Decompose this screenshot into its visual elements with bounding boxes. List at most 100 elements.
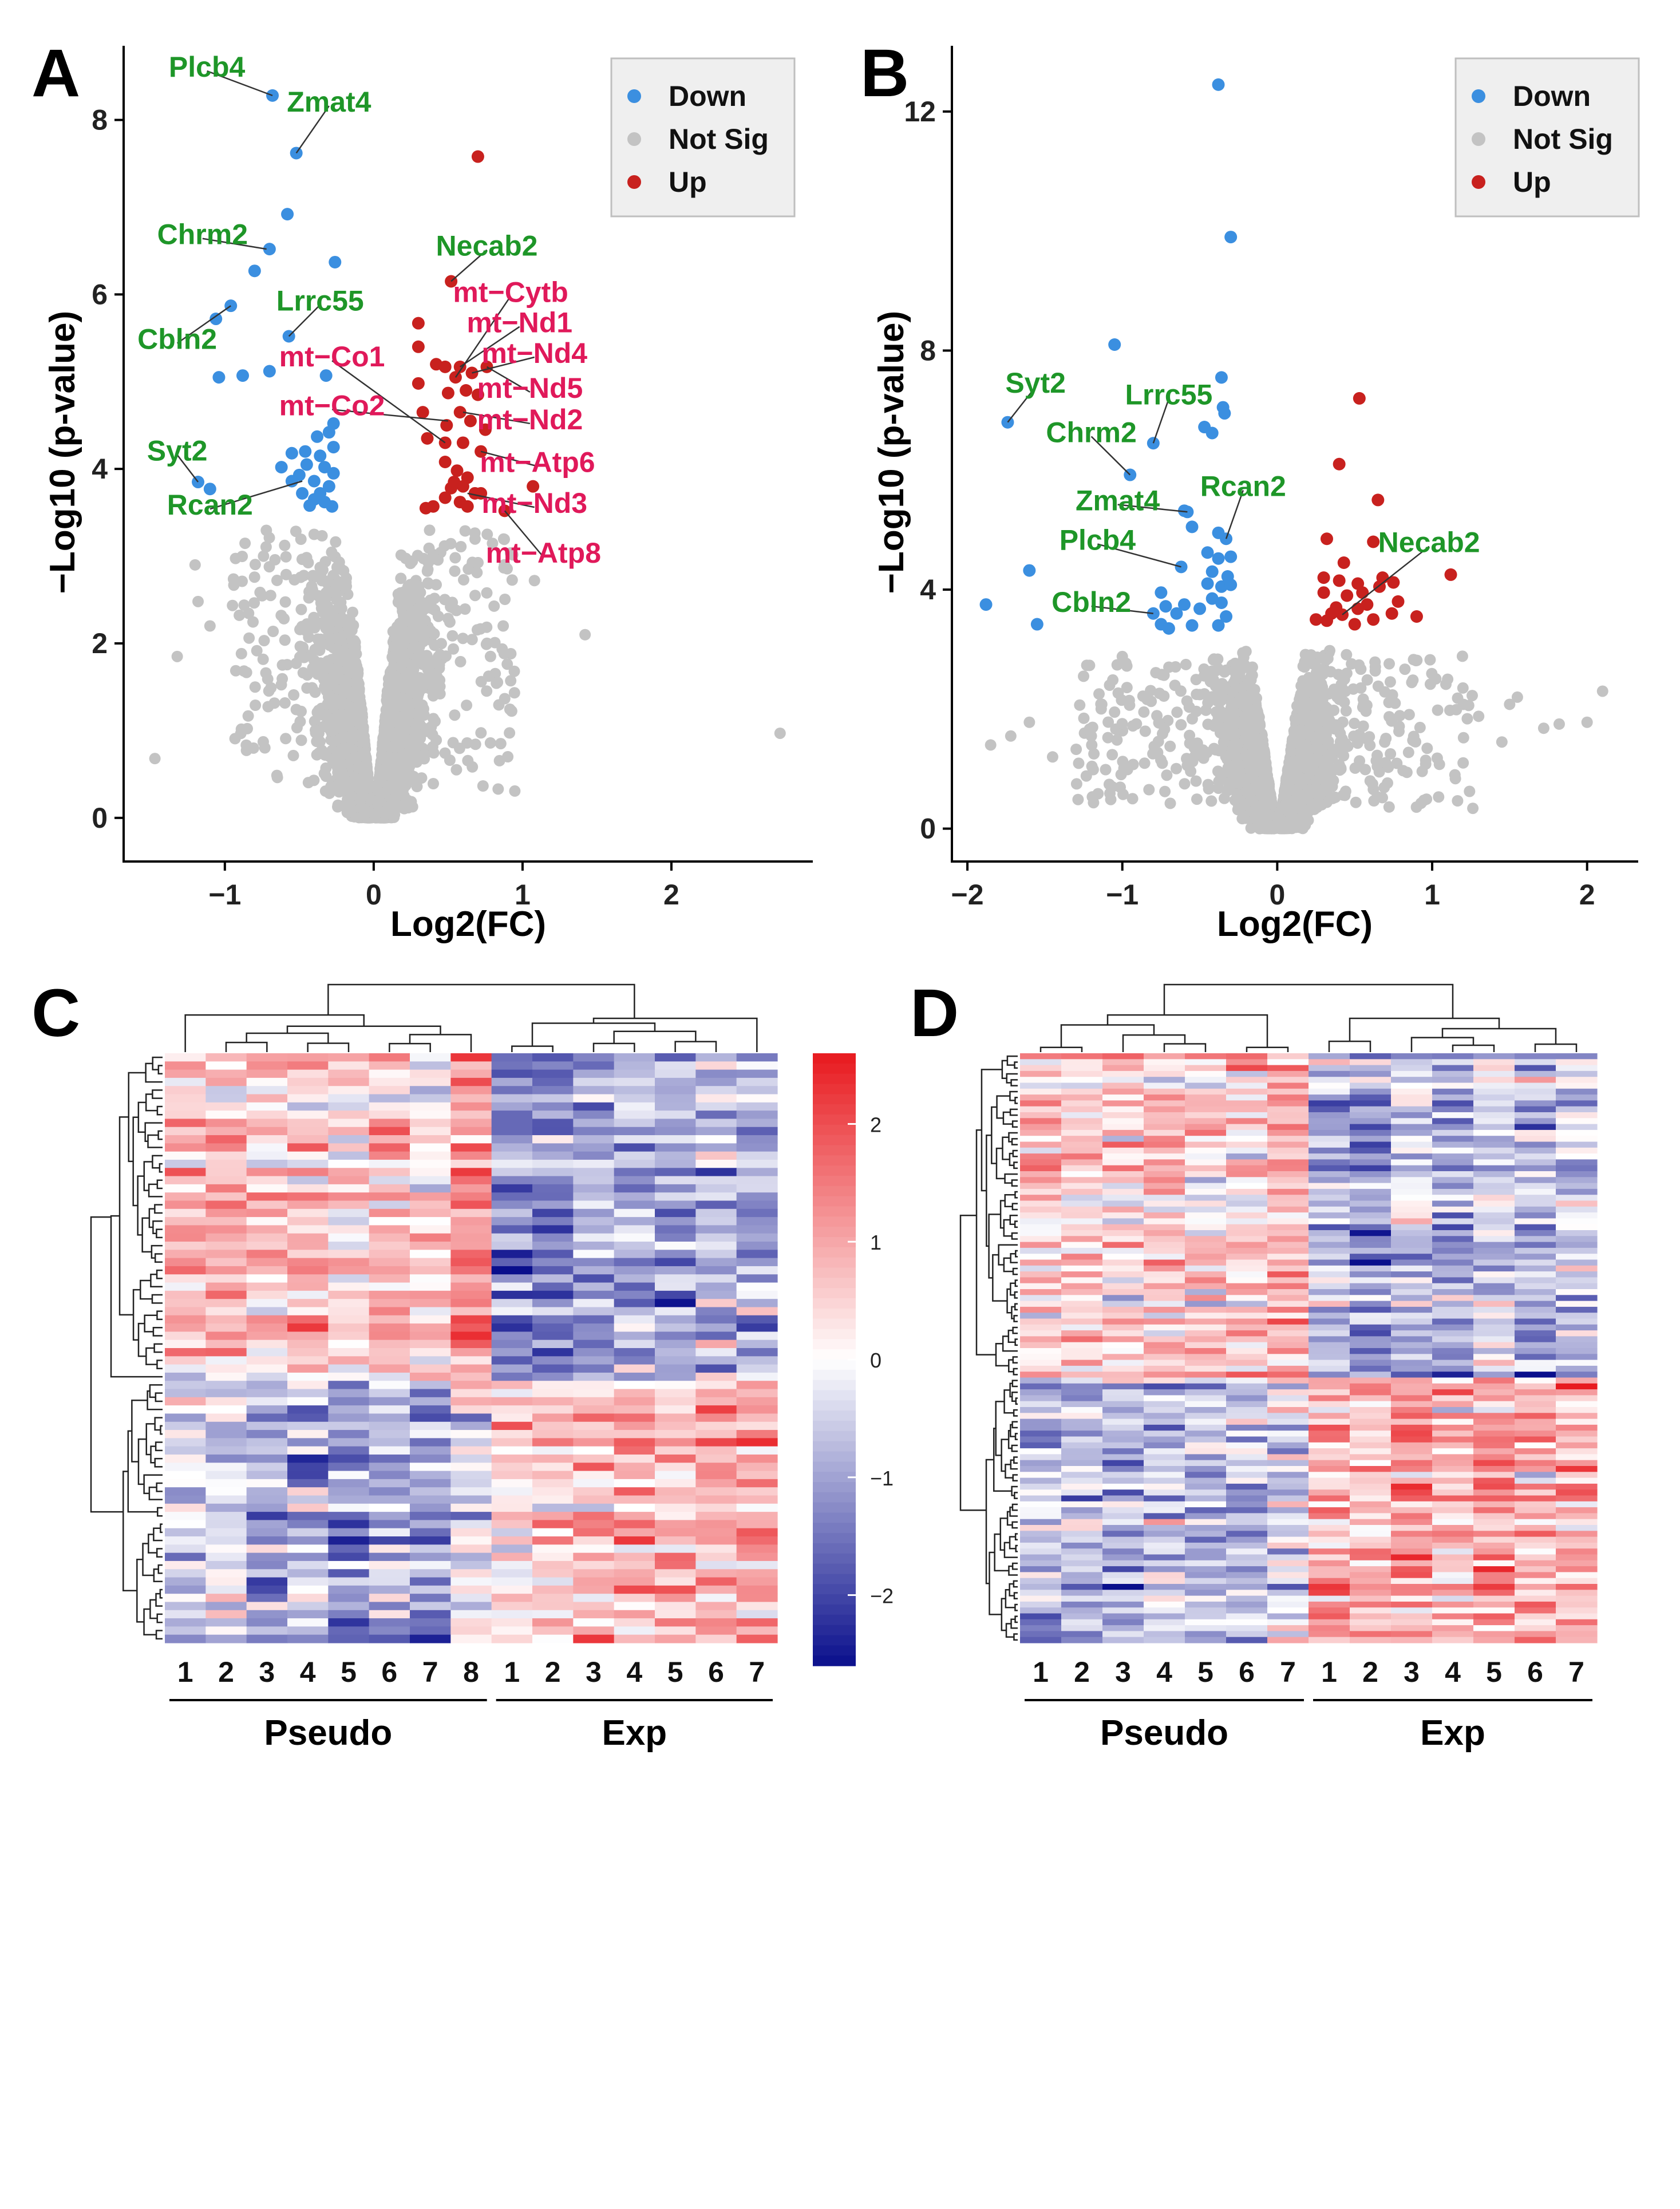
point-notsig [239,538,251,550]
point-notsig [504,727,516,739]
panel-letter-b: B [860,35,909,111]
point-notsig [463,563,475,575]
point-down [236,369,250,382]
volcano-a-legend: Down Not Sig Up [610,57,796,218]
point-notsig [400,648,412,660]
x-tick-label: −1 [208,879,241,911]
point-notsig [325,781,337,793]
point-notsig [280,733,292,745]
point-notsig [279,634,291,646]
y-tick-label: 6 [92,278,108,310]
point-notsig [279,596,291,608]
gene-label: Plcb4 [169,51,246,83]
point-up [441,386,454,400]
point-notsig [311,736,323,748]
point-notsig [481,587,493,599]
gene-label: Lrrc55 [276,285,364,317]
point-notsig [235,723,247,735]
point-notsig [230,665,242,677]
x-tick-label: 2 [1579,879,1595,911]
point-notsig [508,687,520,699]
point-notsig [433,659,445,671]
point-notsig [249,681,261,693]
point-notsig [469,533,481,545]
point-notsig [488,600,500,612]
point-down [303,499,317,512]
point-notsig [271,772,283,784]
point-notsig [299,625,311,637]
gene-label: mt−Nd1 [467,307,572,339]
point-notsig [298,651,310,663]
gene-label: Rcan2 [167,489,253,521]
point-notsig [329,735,341,747]
volcano-a-axes [122,46,813,863]
point-notsig [334,649,346,661]
point-notsig [303,592,315,604]
point-notsig [379,787,391,799]
point-notsig [385,672,397,684]
x-tick-label: 2 [663,879,679,911]
point-notsig [295,603,307,615]
point-up [416,406,429,419]
point-notsig [248,597,260,609]
point-notsig [171,650,183,662]
point-notsig [461,700,473,712]
legend-notsig-label: Not Sig [669,123,769,155]
point-notsig [425,721,437,733]
panel-letter-d: D [910,975,959,1051]
point-notsig [449,709,461,721]
point-notsig [250,700,262,711]
point-notsig [499,594,511,605]
point-notsig [276,659,288,671]
point-down [263,365,276,378]
point-notsig [271,574,283,586]
y-tick-label: 8 [92,104,108,136]
point-notsig [260,524,272,536]
point-notsig [400,552,412,564]
point-notsig [389,752,401,764]
point-notsig [333,579,345,591]
y-tick-label: 12 [904,96,936,128]
point-notsig [422,556,434,568]
point-notsig [324,716,336,728]
point-notsig [275,610,287,622]
point-notsig [317,564,329,576]
point-notsig [415,657,427,668]
point-notsig [404,773,416,785]
point-notsig [436,638,447,650]
point-notsig [380,808,392,820]
gene-label: mt−Cytb [453,276,568,308]
point-notsig [275,679,287,691]
point-up [461,500,474,513]
point-notsig [388,775,400,787]
point-notsig [279,539,291,551]
point-notsig [392,710,403,722]
point-notsig [288,689,300,701]
point-notsig [258,635,270,647]
point-notsig [475,727,487,739]
point-notsig [297,641,309,653]
point-notsig [290,704,302,716]
point-notsig [492,677,504,688]
point-notsig [405,685,417,697]
point-notsig [446,630,458,642]
gene-label: Necab2 [436,230,538,262]
x-tick-label: 0 [366,879,382,911]
point-notsig [403,760,415,772]
point-notsig [235,647,247,659]
point-notsig [328,753,340,765]
point-notsig [467,761,479,773]
point-notsig [439,747,451,759]
point-notsig [406,592,418,604]
point-notsig [430,734,442,746]
point-notsig [306,580,318,592]
point-up [448,476,461,489]
point-notsig [321,586,333,598]
point-notsig [323,689,335,701]
point-notsig [402,581,414,593]
point-notsig [579,629,591,641]
point-notsig [249,559,261,571]
point-notsig [458,574,469,586]
point-notsig [247,742,259,754]
